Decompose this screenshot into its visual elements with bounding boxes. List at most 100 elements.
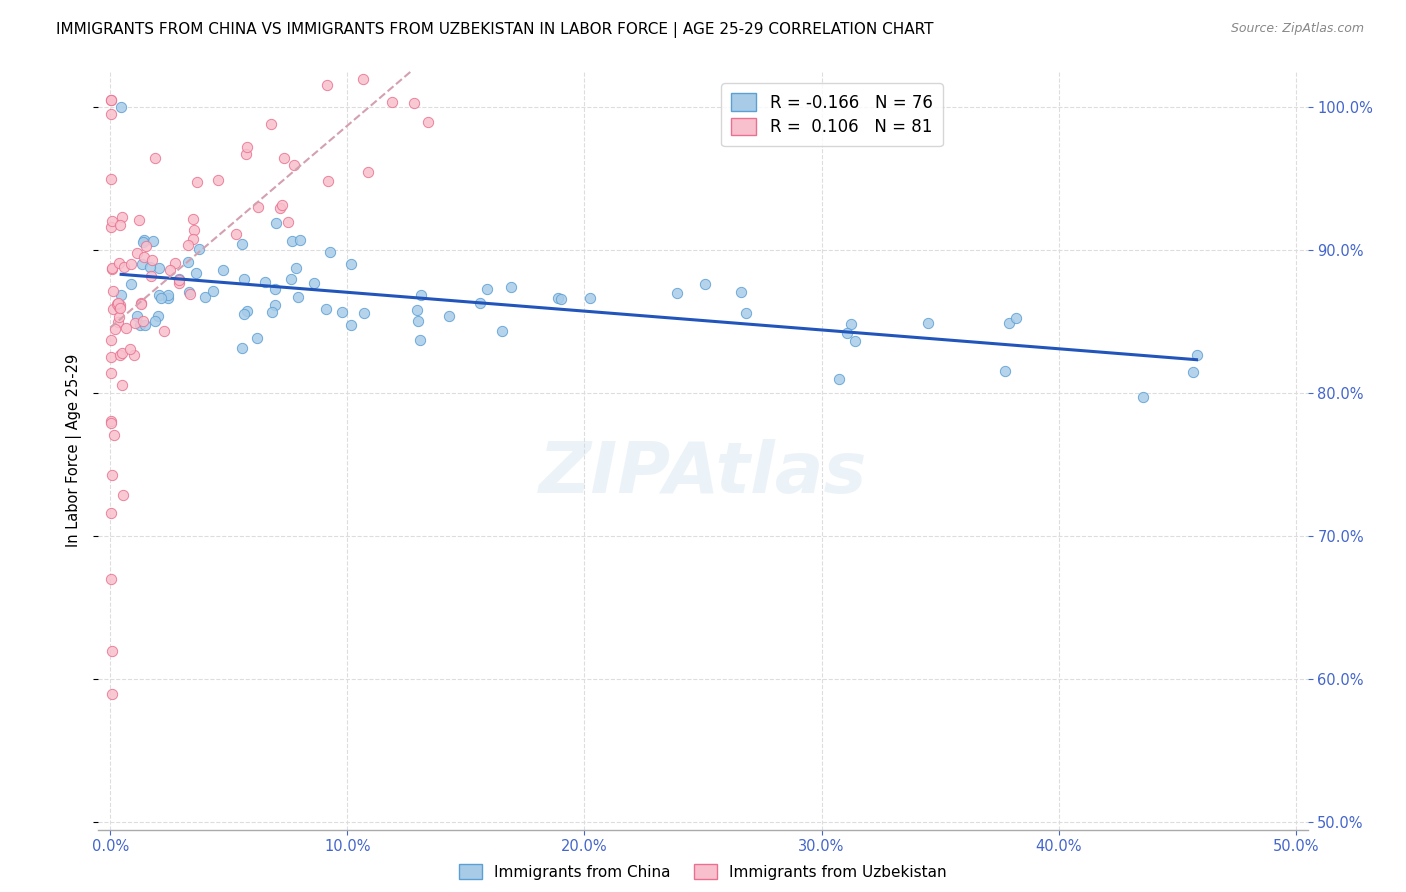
Point — [157, 291, 180, 305]
Point — [491, 325, 513, 339]
Point — [183, 223, 205, 237]
Point — [381, 95, 404, 109]
Point — [233, 307, 256, 321]
Point — [167, 277, 190, 291]
Point — [409, 333, 432, 347]
Point — [104, 322, 127, 336]
Text: ZIPAtlas: ZIPAtlas — [538, 439, 868, 508]
Point — [917, 316, 939, 330]
Point — [735, 305, 758, 319]
Point — [101, 284, 124, 298]
Point — [179, 285, 201, 300]
Point — [284, 260, 307, 275]
Point — [107, 295, 129, 310]
Point — [115, 320, 138, 334]
Point — [416, 114, 439, 128]
Point — [103, 301, 125, 316]
Point — [101, 644, 124, 658]
Point — [1005, 310, 1028, 325]
Point — [105, 297, 128, 311]
Point — [108, 348, 131, 362]
Point — [353, 306, 375, 320]
Point — [134, 239, 156, 253]
Point — [233, 272, 256, 286]
Point — [828, 372, 851, 386]
Point — [277, 215, 299, 229]
Point — [730, 285, 752, 299]
Point — [100, 219, 122, 234]
Point — [202, 285, 225, 299]
Point — [132, 314, 155, 328]
Point — [100, 414, 122, 428]
Point — [120, 277, 142, 291]
Point — [101, 260, 124, 275]
Point — [550, 292, 572, 306]
Point — [100, 687, 122, 701]
Point — [111, 488, 134, 502]
Point — [340, 257, 363, 271]
Point — [260, 117, 283, 131]
Point — [269, 202, 291, 216]
Point — [235, 304, 257, 318]
Point — [143, 314, 166, 328]
Point — [835, 326, 858, 340]
Point — [131, 257, 153, 271]
Point — [148, 288, 170, 302]
Point — [124, 348, 146, 362]
Point — [181, 211, 204, 226]
Point — [1182, 365, 1205, 379]
Point — [470, 296, 492, 310]
Point — [108, 256, 131, 270]
Point — [693, 277, 716, 292]
Point — [315, 301, 337, 316]
Point — [100, 172, 122, 186]
Point — [146, 310, 169, 324]
Point — [290, 233, 312, 247]
Point — [194, 290, 217, 304]
Point — [100, 93, 122, 107]
Point — [141, 268, 163, 283]
Point — [110, 301, 132, 316]
Point — [357, 165, 380, 179]
Point — [111, 378, 134, 392]
Point — [283, 158, 305, 172]
Point — [100, 417, 122, 431]
Point — [179, 286, 201, 301]
Point — [112, 260, 135, 274]
Text: IMMIGRANTS FROM CHINA VS IMMIGRANTS FROM UZBEKISTAN IN LABOR FORCE | AGE 25-29 C: IMMIGRANTS FROM CHINA VS IMMIGRANTS FROM… — [56, 22, 934, 38]
Point — [263, 298, 285, 312]
Point — [129, 318, 152, 332]
Point — [264, 216, 287, 230]
Point — [181, 232, 204, 246]
Point — [1185, 348, 1208, 362]
Point — [235, 146, 257, 161]
Point — [110, 100, 132, 114]
Point — [129, 296, 152, 310]
Point — [273, 151, 295, 165]
Point — [159, 263, 181, 277]
Point — [1132, 390, 1154, 404]
Point — [340, 318, 363, 332]
Point — [264, 282, 287, 296]
Point — [100, 333, 122, 347]
Point — [132, 234, 155, 248]
Point — [100, 350, 122, 364]
Point — [236, 139, 259, 153]
Point — [260, 304, 283, 318]
Point — [547, 291, 569, 305]
Point — [253, 275, 276, 289]
Point — [157, 288, 180, 302]
Point — [437, 309, 460, 323]
Point — [411, 288, 433, 302]
Point — [406, 302, 429, 317]
Point — [499, 280, 522, 294]
Y-axis label: In Labor Force | Age 25-29: In Labor Force | Age 25-29 — [66, 354, 83, 547]
Point — [150, 291, 173, 305]
Point — [101, 261, 124, 276]
Point — [167, 272, 190, 286]
Point — [148, 260, 170, 275]
Point — [100, 93, 122, 107]
Point — [132, 235, 155, 250]
Point — [184, 266, 207, 280]
Point — [406, 314, 429, 328]
